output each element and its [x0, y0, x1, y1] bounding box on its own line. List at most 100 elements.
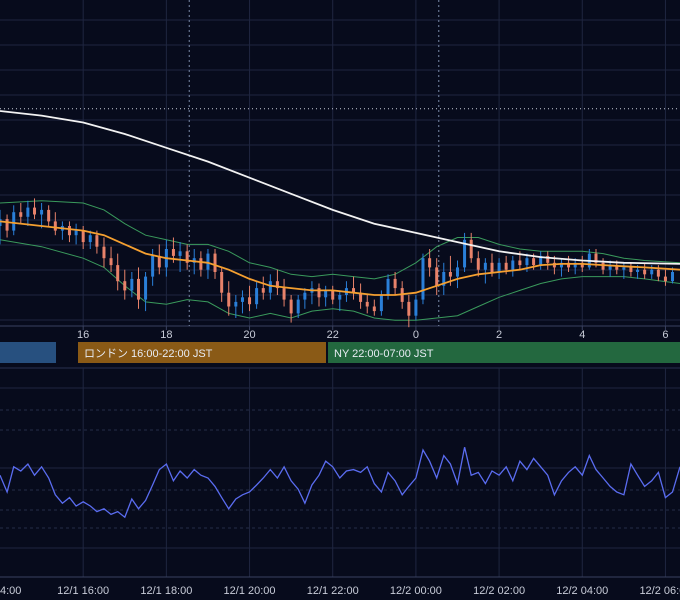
candle[interactable] — [0, 209, 2, 245]
candle[interactable] — [206, 249, 210, 279]
candle-body — [130, 278, 134, 291]
candle[interactable] — [511, 255, 515, 277]
candle[interactable] — [317, 283, 321, 307]
candle[interactable] — [275, 269, 279, 295]
rsi-line — [0, 447, 680, 519]
candle-body — [234, 301, 238, 307]
candle-body — [255, 288, 259, 305]
candle[interactable] — [178, 242, 182, 272]
candle[interactable] — [227, 281, 231, 316]
candle[interactable] — [331, 285, 335, 305]
candle[interactable] — [136, 267, 140, 309]
candle[interactable] — [324, 285, 328, 307]
candle[interactable] — [47, 205, 51, 226]
candle-body — [185, 251, 189, 263]
candle-body — [442, 272, 446, 286]
candle[interactable] — [608, 260, 612, 277]
candle-body — [53, 221, 57, 231]
candle-body — [338, 295, 342, 300]
rsi-panel — [0, 447, 680, 519]
candle[interactable] — [421, 253, 425, 305]
candle-body — [379, 295, 383, 312]
rsi-tick-label: 12/2 02:00 — [473, 585, 525, 597]
candle-body — [275, 281, 279, 289]
candle[interactable] — [240, 290, 244, 314]
candle[interactable] — [213, 249, 217, 279]
candle[interactable] — [428, 249, 432, 277]
candle[interactable] — [497, 258, 501, 279]
candle-body — [539, 255, 543, 266]
candle[interactable] — [469, 232, 473, 263]
candle-body — [629, 267, 633, 272]
candle[interactable] — [296, 295, 300, 318]
candle[interactable] — [435, 258, 439, 295]
session-ny-label: NY 22:00-07:00 JST — [334, 348, 434, 360]
candle[interactable] — [53, 212, 57, 236]
candle-body — [178, 251, 182, 256]
candle-body — [116, 265, 120, 282]
candle[interactable] — [88, 230, 92, 249]
candle[interactable] — [40, 203, 44, 229]
candle[interactable] — [12, 205, 16, 236]
candle-body — [532, 258, 536, 266]
candle-body — [102, 246, 106, 259]
candle-body — [206, 253, 210, 270]
candle[interactable] — [663, 269, 667, 286]
candle[interactable] — [372, 299, 376, 316]
candle-body — [580, 262, 584, 268]
candle[interactable] — [546, 251, 550, 270]
candle[interactable] — [33, 198, 37, 220]
candle[interactable] — [67, 221, 71, 243]
candle-body — [317, 288, 321, 298]
main-x-axis: 16 18 20 22 0 2 4 6 — [77, 326, 669, 341]
candle[interactable] — [463, 232, 467, 272]
candle[interactable] — [393, 272, 397, 295]
candle[interactable] — [123, 269, 127, 300]
candle[interactable] — [303, 288, 307, 309]
candle-body — [157, 255, 161, 268]
candle[interactable] — [255, 281, 259, 309]
candle[interactable] — [234, 295, 238, 318]
candle[interactable] — [455, 260, 459, 289]
candle[interactable] — [248, 285, 252, 312]
candle[interactable] — [185, 244, 189, 270]
candle[interactable] — [539, 251, 543, 270]
candle[interactable] — [559, 258, 563, 277]
candle[interactable] — [261, 276, 265, 300]
candle[interactable] — [220, 267, 224, 302]
candle[interactable] — [109, 246, 113, 272]
candle-body — [559, 262, 563, 268]
candle[interactable] — [282, 278, 286, 307]
candle-body — [289, 299, 293, 314]
candle[interactable] — [414, 295, 418, 321]
candle[interactable] — [199, 251, 203, 277]
candle-body — [421, 258, 425, 300]
candle[interactable] — [352, 276, 356, 300]
candle[interactable] — [74, 223, 78, 245]
candle[interactable] — [19, 203, 23, 224]
candle[interactable] — [130, 272, 134, 298]
session-ny-block — [328, 342, 680, 363]
rsi-tick-label: 12/1 22:00 — [307, 585, 359, 597]
candle[interactable] — [116, 253, 120, 291]
candle[interactable] — [629, 262, 633, 277]
candle[interactable] — [144, 272, 148, 312]
candle[interactable] — [365, 295, 369, 314]
candle[interactable] — [157, 244, 161, 275]
candle[interactable] — [26, 200, 30, 226]
candle[interactable] — [407, 295, 411, 328]
candle[interactable] — [476, 251, 480, 277]
candle[interactable] — [442, 262, 446, 295]
candle-body — [40, 209, 44, 215]
candle-body — [26, 207, 30, 217]
candle[interactable] — [483, 258, 487, 284]
candle[interactable] — [102, 237, 106, 268]
candle[interactable] — [268, 274, 272, 300]
candle[interactable] — [5, 214, 9, 238]
candle[interactable] — [289, 295, 293, 323]
candle[interactable] — [573, 258, 577, 275]
candle[interactable] — [359, 283, 363, 309]
candle[interactable] — [643, 262, 647, 279]
candle[interactable] — [338, 290, 342, 312]
candle-body — [448, 272, 452, 277]
